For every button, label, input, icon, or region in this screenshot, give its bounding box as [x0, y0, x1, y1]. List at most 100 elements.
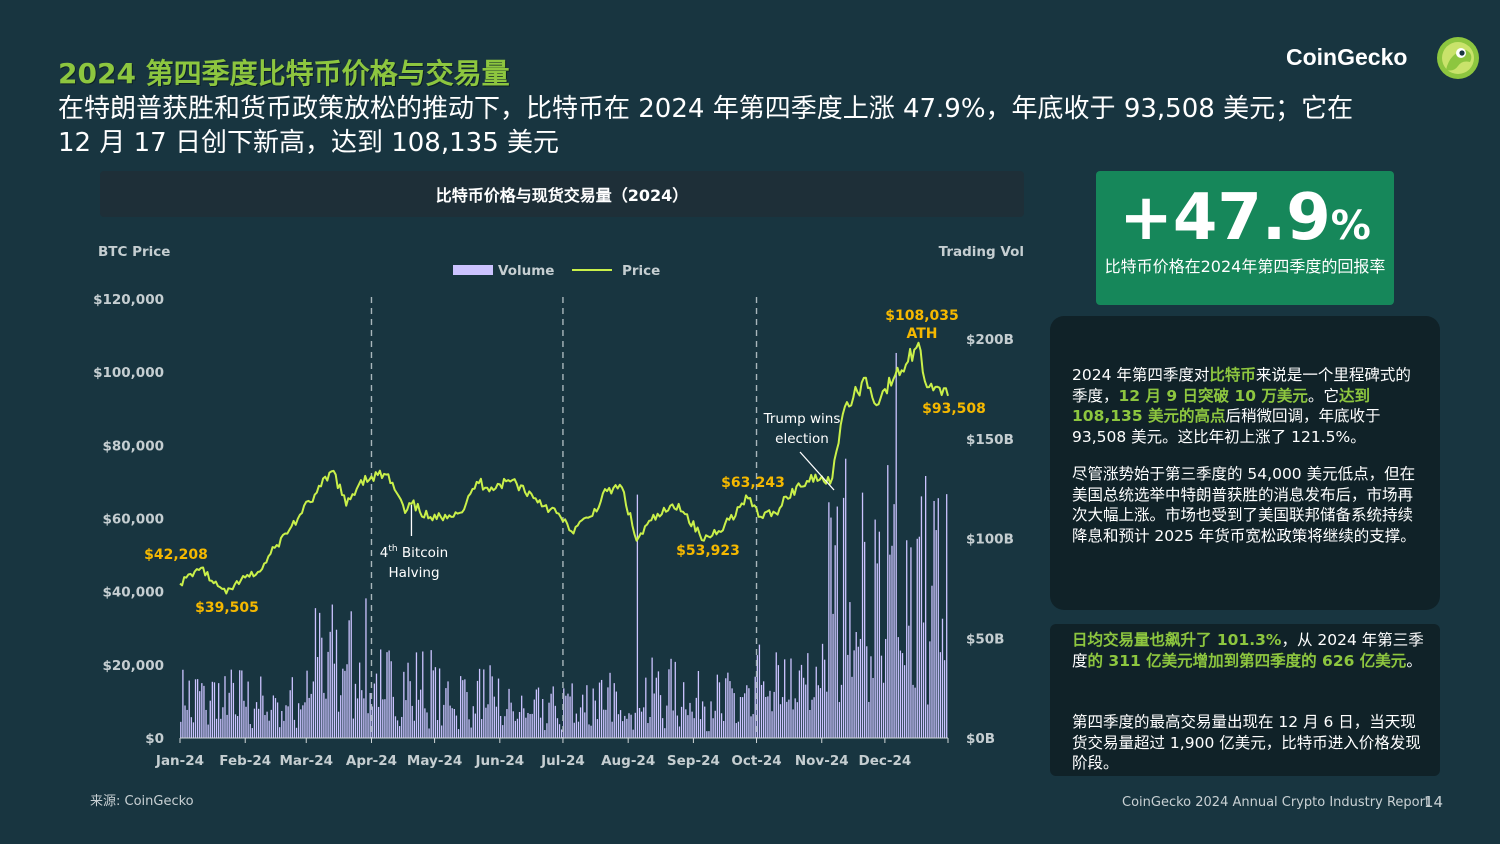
volume-bar	[674, 661, 676, 738]
volume-bar	[361, 690, 363, 738]
volume-bar	[363, 698, 365, 738]
volume-bar	[495, 706, 498, 738]
q4-return-stat: +47.9% 比特币价格在2024年第四季度的回报率	[1096, 171, 1394, 305]
volume-bar	[230, 669, 232, 738]
volume-bar	[190, 717, 192, 738]
volume-bar	[579, 707, 582, 738]
volume-bar	[643, 707, 645, 738]
x-tick-label: Dec-24	[858, 753, 911, 769]
stat-caption: 比特币价格在2024年第四季度的回报率	[1104, 257, 1386, 276]
annotation-election-line1: Trump wins	[763, 411, 841, 427]
volume-bar	[266, 711, 268, 738]
volume-bar	[209, 700, 211, 738]
volume-bar	[188, 680, 190, 738]
volume-bar	[302, 705, 304, 738]
volume-bar	[792, 709, 794, 738]
volume-bar	[765, 696, 767, 738]
dashed-markers	[370, 297, 758, 738]
volume-bar	[809, 709, 811, 738]
volume-bar	[779, 704, 782, 738]
volume-bar	[666, 705, 668, 738]
volume-bar	[851, 676, 853, 738]
volume-bar	[767, 696, 769, 738]
volume-bar	[262, 695, 264, 738]
x-tick-label: Aug-24	[601, 753, 655, 769]
volume-bar	[563, 688, 565, 738]
volume-bar	[931, 585, 933, 738]
coingecko-logo: CoinGecko	[1286, 36, 1479, 82]
volume-bar	[405, 700, 407, 738]
volume-bar	[640, 711, 643, 738]
volume-bar	[424, 708, 426, 738]
volume-bar	[550, 693, 552, 738]
volume-bar	[199, 691, 201, 738]
y-right-tick-label: $200B	[966, 332, 1014, 348]
volume-bar	[691, 711, 693, 738]
volume-bar	[847, 654, 849, 738]
volume-bar	[565, 695, 567, 738]
volume-bar	[438, 668, 441, 738]
volume-bar	[683, 682, 685, 738]
volume-bar	[687, 715, 689, 738]
y-left-axis-label: BTC Price	[98, 244, 170, 260]
volume-bar	[857, 646, 859, 738]
x-tick-label: Feb-24	[219, 753, 271, 769]
volume-bar	[672, 710, 674, 738]
volume-bar	[748, 688, 750, 738]
volume-bar	[647, 723, 649, 738]
volume-bar	[384, 699, 386, 738]
volume-bar	[813, 697, 815, 738]
volume-bar	[224, 676, 226, 738]
volume-bar	[396, 720, 399, 738]
volume-bar	[468, 719, 470, 738]
volume-bar	[920, 496, 923, 738]
y-left-tick-label: $0	[145, 731, 164, 747]
volume-bar	[533, 699, 535, 738]
volume-bar	[535, 689, 538, 738]
volume-bar	[274, 698, 277, 738]
annotation-halving-line2: Halving	[388, 565, 439, 581]
volume-bar	[213, 682, 216, 738]
volume-bar	[518, 711, 521, 738]
annotation-ath-value: $108,035	[885, 308, 959, 324]
annotation-start-price: $42,208	[144, 547, 208, 563]
volume-bar	[443, 704, 445, 738]
volume-bar	[645, 677, 647, 738]
volume-bar	[243, 700, 245, 738]
volume-bar	[733, 693, 735, 738]
annotation-election-line2: election	[775, 431, 829, 447]
volume-bar	[306, 670, 308, 738]
legend-label-price: Price	[622, 263, 660, 279]
volume-bar	[390, 661, 392, 738]
volume-bar	[651, 657, 653, 738]
annotation-sep-low: $53,923	[676, 543, 740, 559]
volume-bar	[478, 668, 481, 738]
price-volume-chart: $0 $20,000 $40,000 $60,000 $80,000 $100,000 $1…	[93, 244, 1024, 769]
volume-bar	[377, 706, 380, 738]
volume-bar	[531, 713, 533, 738]
subheadline: 在特朗普获胜和货币政策放松的推动下，比特币在 2024 年第四季度上涨 47.9…	[58, 94, 1354, 158]
volume-bar	[613, 683, 615, 738]
volume-bar	[577, 721, 580, 738]
volume-bar	[516, 718, 519, 738]
volume-bar	[276, 702, 279, 738]
volume-bar	[251, 728, 253, 738]
volume-bar	[834, 545, 836, 738]
volume-bar	[853, 650, 855, 738]
volume-bar	[786, 701, 788, 738]
volume-bar	[664, 728, 666, 738]
volume-bar	[889, 554, 891, 738]
volume-bar	[460, 676, 462, 738]
volume-bar	[451, 708, 453, 738]
volume-bar	[310, 693, 312, 738]
volume-bar	[203, 685, 205, 738]
volume-bar	[205, 709, 207, 738]
stat-value: +47.9%	[1119, 181, 1371, 255]
volume-bar	[855, 632, 857, 738]
volume-bar	[899, 650, 902, 738]
volume-bar	[335, 629, 338, 738]
volume-bar	[739, 697, 742, 738]
volume-bar	[411, 705, 413, 738]
volume-bar	[678, 726, 681, 738]
volume-bar	[906, 540, 908, 738]
